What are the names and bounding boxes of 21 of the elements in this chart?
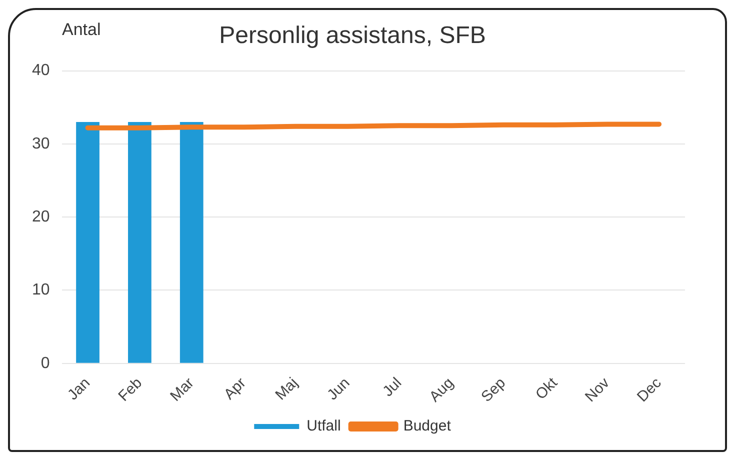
- x-tick-label: Sep: [478, 374, 509, 406]
- x-tick-label: Dec: [634, 374, 666, 406]
- legend-label: Utfall: [306, 418, 341, 435]
- y-tick-label: 10: [32, 282, 50, 299]
- y-tick-label: 40: [32, 62, 50, 80]
- x-tick-label: Apr: [220, 374, 250, 404]
- chart-title: Personlig assistans, SFB: [219, 22, 486, 50]
- legend-label: Budget: [403, 418, 452, 435]
- x-tick-label: Jun: [324, 374, 354, 404]
- x-tick-label: Jul: [380, 374, 406, 400]
- y-tick-label: 20: [32, 208, 50, 226]
- x-tick-label: Okt: [532, 374, 562, 404]
- x-tick-label: Maj: [272, 374, 302, 404]
- y-axis-title: Antal: [62, 20, 101, 40]
- y-tick-label: 0: [40, 354, 50, 372]
- x-tick-label: Jan: [64, 374, 94, 404]
- x-tick-label: Nov: [582, 374, 614, 406]
- x-tick-label: Feb: [115, 374, 146, 405]
- x-tick-label: Aug: [426, 374, 458, 406]
- y-tick-label: 30: [32, 135, 50, 152]
- x-tick-label: Mar: [167, 374, 198, 405]
